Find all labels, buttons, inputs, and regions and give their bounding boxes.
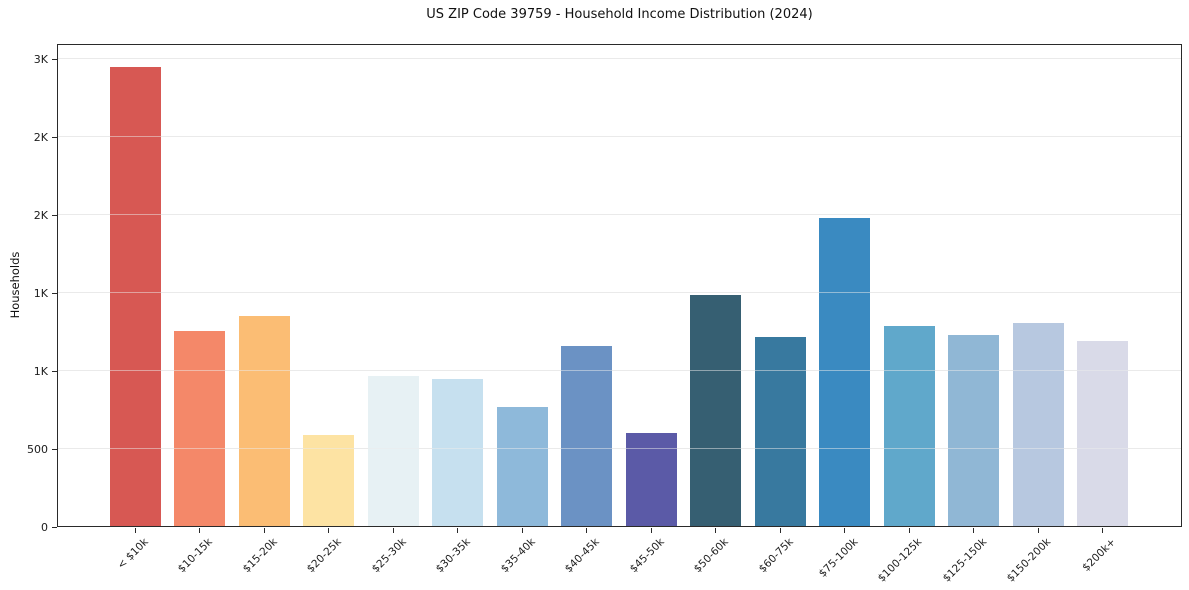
x-tick-mark <box>844 528 845 533</box>
x-tick-mark <box>1102 528 1103 533</box>
bar-200k <box>1077 341 1128 526</box>
x-tick-label: $125-150k <box>940 536 989 585</box>
bar-10-15k <box>174 331 225 526</box>
x-tick-mark <box>392 528 394 533</box>
x-tick-mark <box>779 528 781 533</box>
x-tick-mark <box>908 528 910 533</box>
y-tick-mark <box>52 136 57 138</box>
x-tick-mark <box>650 528 652 533</box>
x-tick-mark <box>973 528 974 533</box>
x-tick-mark <box>521 528 523 533</box>
gridline-overlay <box>58 135 1181 137</box>
y-tick-mark <box>52 370 57 372</box>
y-tick-label: 1K <box>33 364 48 378</box>
y-tick-label: 2K <box>33 130 48 144</box>
y-tick-mark <box>52 214 57 216</box>
y-tick-label: 0 <box>41 520 48 534</box>
x-tick-mark <box>263 528 265 533</box>
x-tick-mark <box>328 528 329 533</box>
x-tick-label: $20-25k <box>304 536 344 576</box>
bar-60-75k <box>754 336 806 526</box>
bar-15-20k <box>238 315 290 526</box>
bar-10k <box>109 67 161 526</box>
y-tick-label: 1K <box>33 286 48 300</box>
bar-30-35k <box>432 378 483 526</box>
y-tick-mark <box>52 448 57 450</box>
bar-35-40k <box>496 406 548 526</box>
bar-125-150k <box>948 335 999 526</box>
gridline-overlay <box>58 213 1181 215</box>
x-tick-mark <box>715 528 716 533</box>
x-tick-label: $40-45k <box>562 536 602 576</box>
bar-150-200k <box>1012 322 1064 526</box>
bars-layer <box>58 45 1181 526</box>
x-tick-mark <box>1037 528 1039 533</box>
x-tick-label: $45-50k <box>627 536 667 576</box>
bar-40-45k <box>561 346 612 526</box>
y-tick-mark <box>52 526 57 528</box>
bar-100-125k <box>883 325 935 526</box>
x-tick-label: $30-35k <box>433 536 473 576</box>
x-tick-label: $100-125k <box>875 536 925 585</box>
y-axis-title: Households <box>8 251 22 319</box>
y-tick-label: 2K <box>33 208 48 222</box>
bar-50-60k <box>690 295 741 526</box>
gridline-overlay <box>58 291 1181 293</box>
x-tick-label: $15-20k <box>240 536 280 576</box>
x-tick-label: < $10k <box>114 536 151 572</box>
x-tick-mark <box>199 528 200 533</box>
x-tick-label: $75-100k <box>816 536 860 580</box>
grid-overlay-layer <box>58 45 1181 526</box>
y-tick-mark <box>52 292 57 294</box>
x-tick-label: $150-200k <box>1004 536 1054 585</box>
x-tick-label: $25-30k <box>369 536 409 576</box>
x-tick-label: $35-40k <box>498 536 538 576</box>
x-tick-mark <box>457 528 458 533</box>
bar-25-30k <box>367 375 419 526</box>
gridline-overlay <box>58 447 1181 449</box>
y-tick-label: 3K <box>33 53 48 67</box>
x-tick-label: $50-60k <box>691 536 731 576</box>
x-tick-label: $200k+ <box>1080 536 1118 574</box>
x-tick-label: $10-15k <box>175 536 215 576</box>
plot-area <box>57 44 1182 527</box>
bar-20-25k <box>303 434 354 526</box>
x-tick-mark <box>134 528 136 533</box>
x-tick-label: $60-75k <box>756 536 796 576</box>
x-tick-mark <box>586 528 587 533</box>
gridline-overlay <box>58 58 1181 60</box>
chart-title: US ZIP Code 39759 - Household Income Dis… <box>426 7 813 22</box>
y-tick-label: 500 <box>27 442 48 456</box>
gridline-overlay <box>58 369 1181 371</box>
bar-75-100k <box>819 217 870 526</box>
y-tick-mark <box>52 59 57 61</box>
